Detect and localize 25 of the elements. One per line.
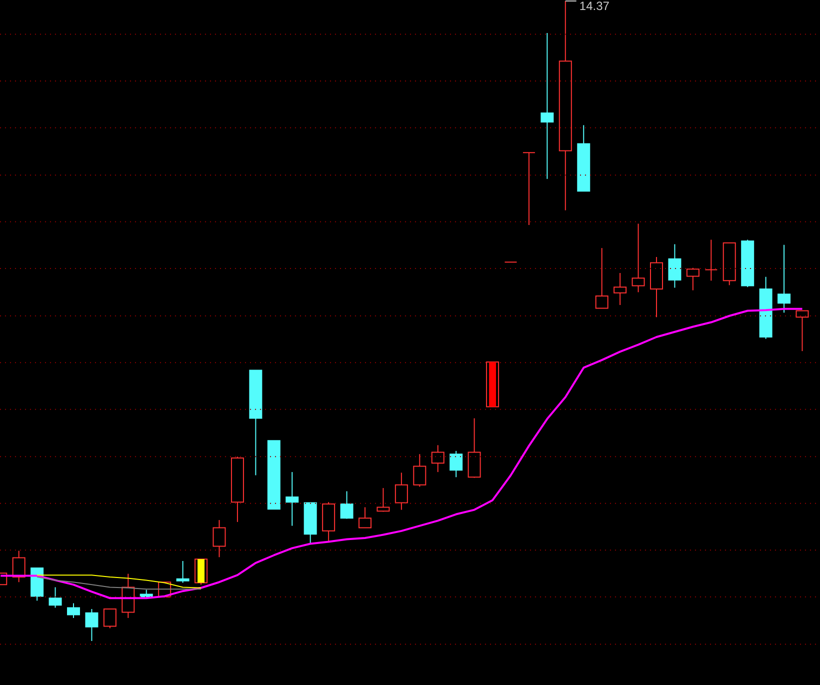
candlestick xyxy=(394,472,408,510)
candlestick xyxy=(304,502,317,544)
candlestick xyxy=(668,244,682,288)
candlestick xyxy=(558,0,572,211)
candlestick xyxy=(650,256,663,318)
candlestick xyxy=(778,244,791,314)
candlestick xyxy=(122,573,135,618)
candlestick xyxy=(85,608,98,642)
candlestick xyxy=(358,506,372,528)
candlestick xyxy=(249,370,262,476)
candlestick xyxy=(486,361,500,408)
candlestick xyxy=(577,124,590,192)
candlestick xyxy=(704,239,718,282)
candlestick xyxy=(158,582,172,598)
candlestick xyxy=(212,520,226,558)
candlestick xyxy=(595,248,608,309)
candlestick xyxy=(431,444,444,473)
candlestick xyxy=(614,272,627,306)
candlestick xyxy=(12,550,26,583)
candlestick xyxy=(286,472,299,526)
candlestick xyxy=(796,310,809,352)
candlestick xyxy=(522,152,536,226)
candlestick xyxy=(540,32,554,180)
candlestick xyxy=(267,440,280,510)
annotation: 14.37 xyxy=(579,0,610,13)
